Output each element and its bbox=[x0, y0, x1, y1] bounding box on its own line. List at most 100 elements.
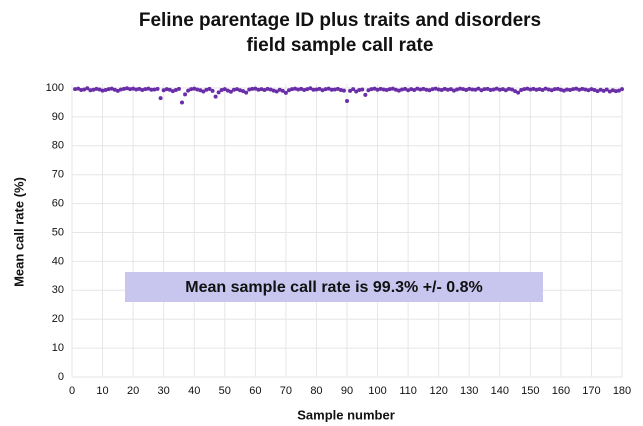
x-tick-label: 50 bbox=[219, 385, 231, 397]
point bbox=[522, 87, 527, 92]
point bbox=[610, 88, 615, 93]
point bbox=[115, 88, 120, 93]
point bbox=[589, 87, 594, 92]
point bbox=[88, 88, 93, 93]
point bbox=[259, 87, 264, 92]
point bbox=[103, 88, 108, 93]
point bbox=[164, 87, 169, 92]
point bbox=[137, 86, 142, 91]
point bbox=[149, 87, 154, 92]
point bbox=[195, 87, 200, 92]
point bbox=[112, 87, 117, 92]
point bbox=[271, 88, 276, 93]
point bbox=[552, 87, 557, 92]
point bbox=[519, 88, 524, 93]
point bbox=[513, 89, 518, 94]
point bbox=[427, 88, 432, 93]
point bbox=[247, 87, 252, 92]
point bbox=[180, 100, 184, 105]
point bbox=[363, 92, 368, 97]
point bbox=[577, 87, 582, 92]
point bbox=[455, 87, 459, 92]
x-tick-label: 60 bbox=[249, 385, 261, 397]
point bbox=[424, 87, 429, 92]
point bbox=[256, 87, 261, 92]
point bbox=[338, 88, 343, 93]
point bbox=[290, 87, 294, 92]
point bbox=[479, 88, 484, 93]
x-tick-label: 70 bbox=[280, 385, 292, 397]
point bbox=[516, 90, 521, 95]
point bbox=[204, 87, 209, 92]
point bbox=[91, 87, 96, 92]
point bbox=[439, 88, 444, 93]
x-axis-label: Sample number bbox=[297, 407, 395, 422]
point bbox=[146, 86, 151, 91]
point bbox=[528, 87, 533, 92]
point bbox=[94, 86, 99, 91]
point bbox=[308, 86, 313, 91]
point bbox=[207, 86, 212, 91]
point bbox=[360, 87, 365, 92]
point bbox=[540, 88, 545, 93]
point bbox=[189, 87, 194, 92]
point bbox=[286, 88, 291, 93]
point bbox=[152, 87, 157, 92]
point bbox=[592, 88, 597, 93]
point bbox=[176, 86, 181, 91]
point bbox=[167, 87, 172, 92]
point bbox=[384, 88, 389, 93]
point bbox=[238, 88, 243, 93]
point bbox=[143, 87, 148, 92]
point bbox=[173, 88, 178, 93]
point bbox=[235, 87, 239, 92]
point bbox=[283, 90, 288, 95]
point bbox=[228, 89, 233, 94]
y-tick-label: 40 bbox=[52, 255, 64, 267]
point bbox=[354, 89, 359, 94]
point bbox=[607, 89, 612, 94]
point bbox=[241, 89, 246, 94]
point bbox=[323, 87, 328, 92]
point bbox=[574, 86, 579, 91]
point bbox=[222, 87, 227, 92]
point bbox=[406, 88, 411, 93]
point bbox=[158, 96, 163, 101]
x-tick-label: 90 bbox=[341, 385, 353, 397]
point bbox=[372, 86, 377, 91]
x-tick-label: 180 bbox=[613, 385, 631, 397]
point bbox=[216, 90, 221, 95]
point bbox=[396, 88, 401, 93]
point bbox=[451, 88, 456, 93]
point bbox=[421, 86, 426, 91]
point bbox=[244, 90, 249, 95]
point bbox=[470, 87, 475, 92]
point bbox=[131, 86, 136, 91]
point bbox=[106, 87, 111, 92]
point bbox=[461, 87, 466, 92]
point bbox=[366, 88, 371, 93]
y-tick-label: 80 bbox=[52, 140, 64, 152]
point bbox=[299, 86, 304, 91]
point bbox=[543, 86, 548, 91]
point bbox=[82, 87, 87, 92]
point bbox=[568, 88, 573, 93]
point bbox=[558, 87, 563, 92]
point bbox=[433, 86, 438, 91]
x-tick-label: 110 bbox=[399, 385, 417, 397]
point bbox=[161, 88, 166, 93]
point bbox=[555, 86, 560, 91]
y-tick-label: 90 bbox=[52, 111, 64, 123]
y-tick-label: 60 bbox=[52, 198, 64, 210]
point bbox=[531, 86, 536, 91]
point bbox=[79, 88, 84, 93]
point bbox=[415, 86, 420, 91]
x-tick-label: 80 bbox=[310, 385, 322, 397]
point bbox=[250, 86, 255, 91]
point bbox=[409, 87, 414, 92]
point bbox=[326, 86, 331, 91]
point bbox=[345, 99, 349, 104]
point bbox=[485, 86, 490, 91]
point bbox=[277, 87, 282, 92]
chart-title: Feline parentage ID plus traits and diso… bbox=[139, 10, 541, 31]
